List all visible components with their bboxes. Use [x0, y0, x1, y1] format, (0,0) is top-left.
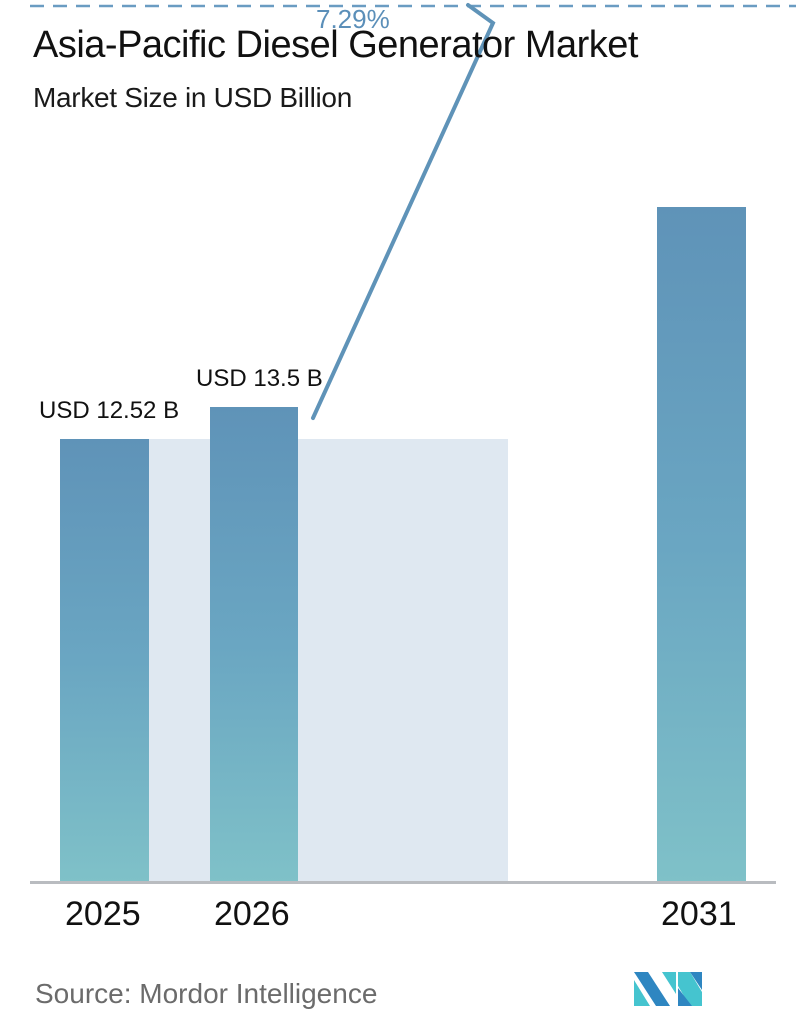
chart-subtitle: Market Size in USD Billion: [33, 82, 352, 113]
x-tick-2026: 2026: [214, 895, 290, 933]
source-text: Source: Mordor Intelligence: [35, 978, 378, 1009]
bar-2031: [657, 207, 746, 882]
x-axis-baseline: [30, 881, 776, 884]
bar-2025: [60, 439, 149, 882]
cagr-trend-line: [311, 3, 496, 420]
bar-2026: [210, 407, 298, 882]
chart-title: Asia-Pacific Diesel Generator Market: [33, 24, 639, 66]
forecast-background-band: [149, 439, 508, 882]
x-tick-2025: 2025: [65, 895, 141, 933]
value-label-2025: USD 12.52 B: [39, 397, 180, 424]
cagr-label: 7.29%: [316, 4, 390, 34]
mordor-intelligence-logo-icon: [634, 972, 702, 1006]
x-tick-2031: 2031: [661, 895, 737, 933]
value-label-2026: USD 13.5 B: [196, 365, 323, 392]
